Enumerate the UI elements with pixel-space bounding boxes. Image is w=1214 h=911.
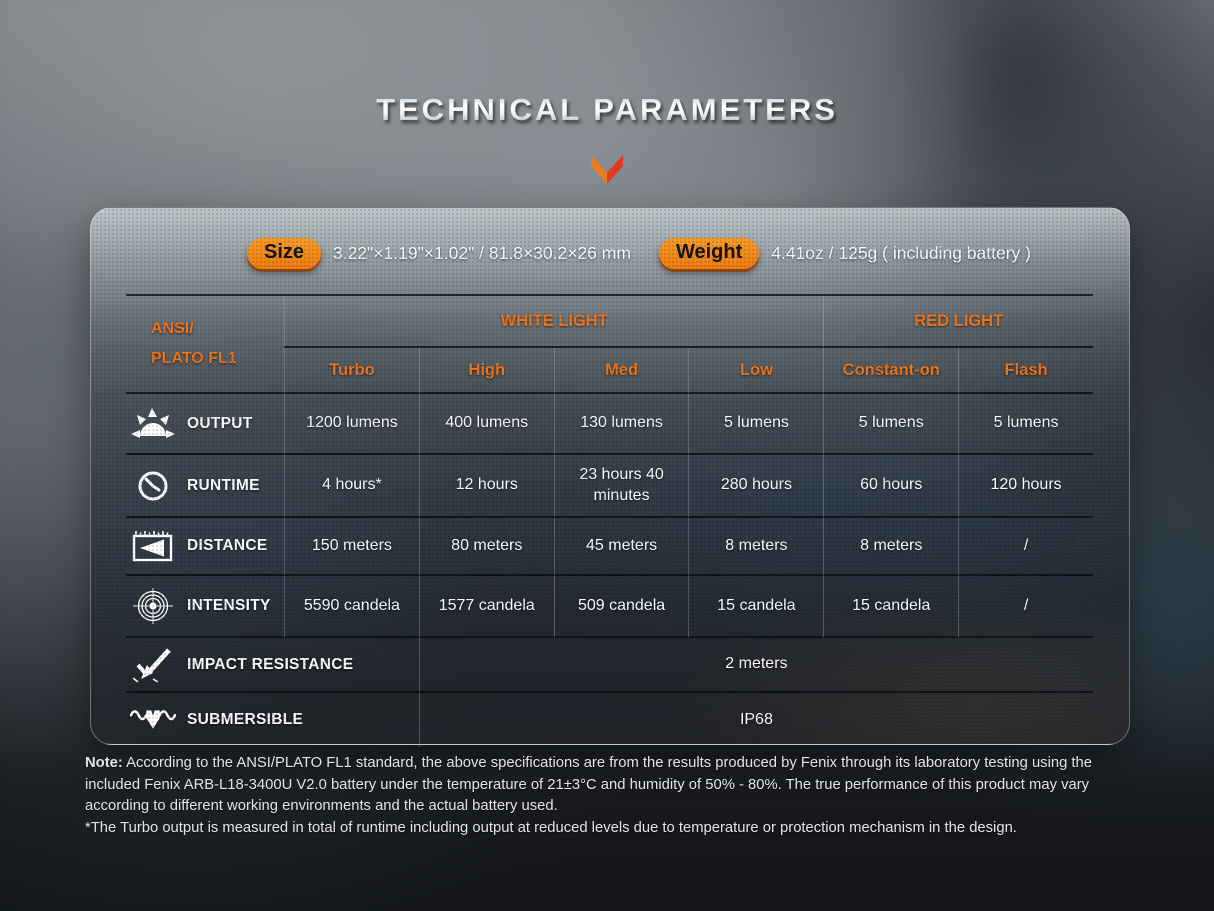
spec-value: 280 hours [688,455,824,518]
spec-value: 1577 candela [418,576,554,638]
row-label-output: OUTPUT [126,394,284,455]
spec-value: 8 meters [688,518,824,576]
notes: Note: According to the ANSI/PLATO FL1 st… [85,753,1133,839]
note-body: According to the ANSI/PLATO FL1 standard… [85,755,1092,815]
spec-value: 23 hours 40 minutes [553,455,689,518]
spec-value-submersible: IP68 [418,693,1093,747]
spec-value: 120 hours [958,455,1093,518]
spec-table: ANSI/ PLATO FL1 WHITE LIGHT RED LIGHT Tu… [126,294,1093,747]
standard-label: ANSI/ PLATO FL1 [126,296,284,394]
weight-badge: Weight [658,237,760,269]
submersible-icon [130,706,176,734]
chevron-down-icon [591,155,623,184]
standard-note: Note: According to the ANSI/PLATO FL1 st… [85,753,1133,818]
mode-header-constant-on: Constant-on [823,348,959,394]
spec-value: 45 meters [553,518,689,576]
row-label-runtime: RUNTIME [126,455,284,518]
size-value: 3.22"×1.19"×1.02" / 81.8×30.2×26 mm [333,242,631,263]
row-label-text: IMPACT RESISTANCE [187,655,354,673]
row-label-text: INTENSITY [187,597,271,614]
spec-value: 5 lumens [958,394,1093,455]
group-header-red-light: RED LIGHT [823,296,1093,348]
row-label-text: DISTANCE [187,537,268,554]
group-header-white-light: WHITE LIGHT [284,296,824,348]
spec-value: 1200 lumens [284,394,419,455]
row-label-text: OUTPUT [187,414,253,432]
row-label-impact-resistance: IMPACT RESISTANCE [126,638,419,693]
standard-label-line1: ANSI/ [151,320,194,337]
size-badge: Size [247,237,322,269]
row-label-text: SUBMERSIBLE [187,711,304,728]
distance-icon [130,530,176,563]
row-label-text: RUNTIME [187,476,260,494]
mode-header-flash: Flash [958,348,1093,394]
spec-value: 80 meters [418,518,554,576]
turbo-note: *The Turbo output is measured in total o… [85,819,1017,836]
spec-value: 12 hours [418,455,554,518]
mode-header-turbo: Turbo [284,348,419,394]
note-label: Note: [85,755,123,771]
mode-header-high: High [418,348,554,394]
spec-value: / [958,576,1093,638]
spec-panel: Size 3.22"×1.19"×1.02" / 81.8×30.2×26 mm… [90,207,1130,747]
mode-header-med: Med [553,348,689,394]
mode-header-low: Low [688,348,824,394]
spec-value: / [958,518,1093,576]
standard-label-line2: PLATO FL1 [151,350,237,367]
page-title: TECHNICAL PARAMETERS [0,92,1214,128]
spec-value: 4 hours* [284,455,419,518]
weight-value: 4.41oz / 125g ( including battery ) [771,242,1031,263]
spec-value: 5590 candela [284,576,419,638]
spec-value: 15 candela [823,576,959,638]
row-label-submersible: SUBMERSIBLE [126,693,419,747]
runtime-icon [130,469,176,503]
spec-value: 15 candela [688,576,824,638]
spec-value-impact: 2 meters [418,638,1093,693]
spec-value: 5 lumens [688,394,824,455]
row-label-distance: DISTANCE [126,518,284,576]
output-icon [130,407,176,441]
spec-value: 130 lumens [553,394,689,455]
impact-icon [130,645,176,685]
dimensions-row: Size 3.22"×1.19"×1.02" / 81.8×30.2×26 mm… [91,236,1129,270]
spec-value: 8 meters [823,518,959,576]
spec-value: 509 candela [553,576,689,638]
row-label-intensity: INTENSITY [126,576,284,638]
spec-value: 5 lumens [823,394,959,455]
intensity-icon [130,586,176,626]
spec-value: 400 lumens [418,394,554,455]
spec-value: 60 hours [823,455,959,518]
spec-value: 150 meters [284,518,419,576]
